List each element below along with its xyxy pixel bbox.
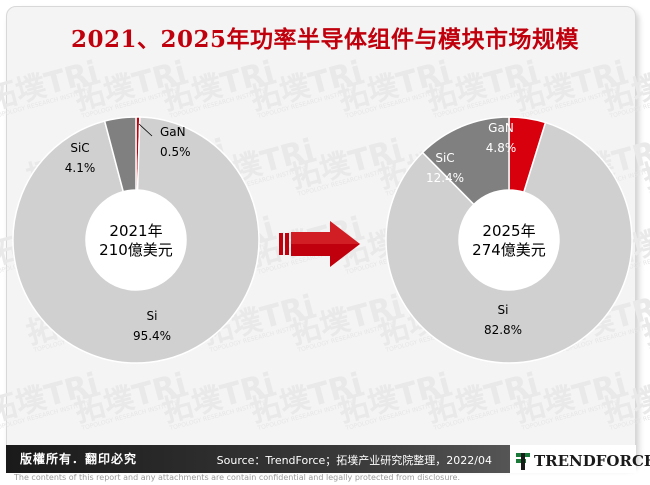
copyright-notice: 版權所有．翻印必究 [20, 452, 138, 466]
slice-name-si: Si [498, 303, 509, 317]
donut-hole [86, 190, 186, 290]
slice-value-sic: 4.1% [65, 161, 96, 175]
page-title: 2021、2025年功率半导体组件与模块市场规模 [70, 26, 580, 53]
gan-leader-line [138, 123, 153, 137]
slice-name-gan: GaN [160, 125, 186, 139]
slice-value-gan: 4.8% [486, 141, 517, 155]
center-year: 2025年 [482, 222, 535, 240]
slice-name-sic: SiC [70, 141, 89, 155]
source-note: Source：TrendForce；拓墣产业研究院整理，2022/04 [216, 454, 492, 467]
center-year: 2021年 [109, 222, 162, 240]
center-total: 210億美元 [99, 241, 173, 259]
trendforce-logo: TRENDFORCE [514, 450, 650, 472]
disclaimer: The contents of this report and any atta… [14, 473, 460, 482]
trendforce-logo-icon [516, 453, 530, 470]
arrow-icon [279, 221, 360, 267]
slice-name-sic: SiC [435, 151, 454, 165]
watermark-brand: 拓墣TRi [639, 132, 650, 195]
slice-sic [421, 116, 510, 206]
slice-value-sic: 12.4% [426, 171, 464, 185]
slice-value-si: 95.4% [133, 329, 171, 343]
donut-hole [459, 190, 559, 290]
slice-name-gan: GaN [488, 121, 514, 135]
slice-name-si: Si [147, 309, 158, 323]
slice-value-si: 82.8% [484, 323, 522, 337]
center-total: 274億美元 [472, 241, 546, 259]
footer-bar: 版權所有．翻印必究 Source：TrendForce；拓墣产业研究院整理，20… [6, 445, 636, 473]
brand-name: TRENDFORCE [534, 452, 650, 470]
watermark-brand: 拓墣TRi [639, 288, 650, 351]
slice-value-gan: 0.5% [160, 145, 191, 159]
